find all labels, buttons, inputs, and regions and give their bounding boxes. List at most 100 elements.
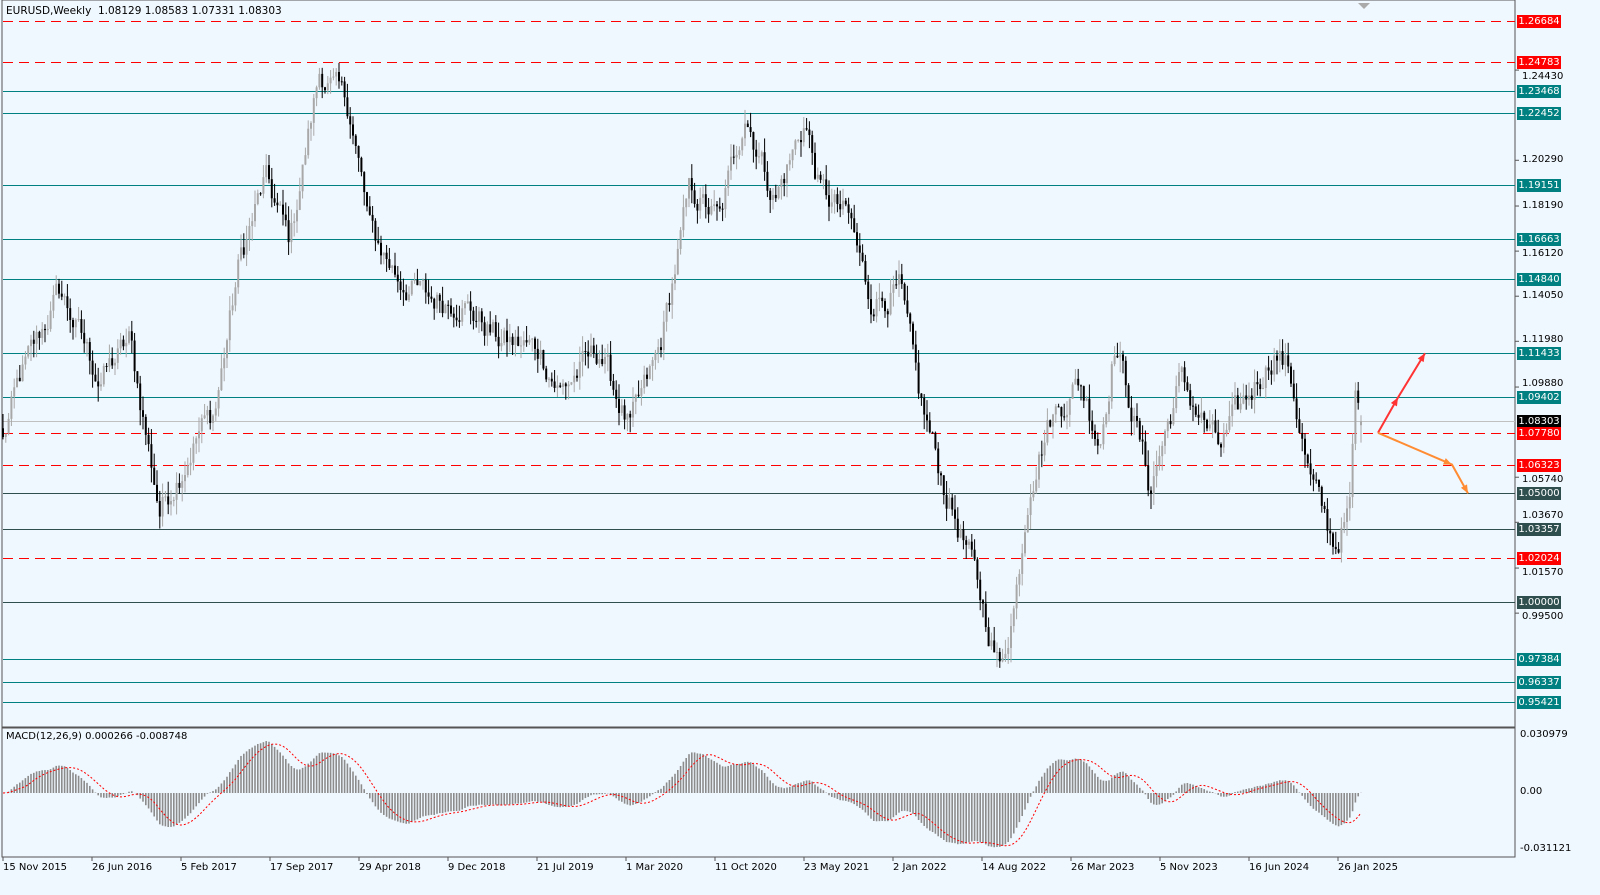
candle-body bbox=[724, 188, 727, 210]
candle-body bbox=[864, 261, 867, 282]
candle-body bbox=[74, 319, 77, 328]
candle-body bbox=[1256, 382, 1259, 385]
candle-body bbox=[469, 301, 472, 311]
candle-body bbox=[844, 200, 847, 205]
candle-body bbox=[917, 362, 920, 394]
candle-body bbox=[276, 202, 279, 206]
candle-body bbox=[987, 627, 990, 647]
candle-body bbox=[671, 283, 674, 305]
bullish-arrow-head-icon bbox=[1390, 397, 1398, 407]
candle-body bbox=[973, 549, 976, 560]
candle-body bbox=[553, 381, 556, 388]
candle-body bbox=[1102, 424, 1105, 445]
candle-body bbox=[564, 383, 567, 387]
candle-body bbox=[133, 340, 136, 372]
candle-body bbox=[184, 475, 186, 482]
candle-body bbox=[212, 415, 214, 424]
candle-body bbox=[1222, 433, 1225, 448]
candle-body bbox=[662, 321, 665, 351]
candle-body bbox=[718, 206, 721, 209]
candle-body bbox=[1094, 430, 1096, 440]
level-label: 1.14840 bbox=[1517, 272, 1561, 286]
candle-body bbox=[114, 362, 116, 366]
candle-body bbox=[433, 298, 436, 309]
candle-body bbox=[1357, 390, 1360, 403]
candle-body bbox=[282, 204, 284, 215]
candle-body bbox=[486, 324, 489, 336]
candle-body bbox=[203, 415, 206, 419]
candle-body bbox=[626, 413, 629, 420]
candle-body bbox=[195, 438, 198, 444]
candle-body bbox=[1105, 414, 1108, 425]
candle-body bbox=[1231, 404, 1234, 417]
candle-body bbox=[97, 381, 100, 387]
candle-body bbox=[665, 303, 668, 322]
candle-body bbox=[1284, 355, 1287, 365]
candle-body bbox=[993, 640, 996, 653]
candle-body bbox=[1040, 454, 1043, 456]
candle-body bbox=[732, 156, 735, 158]
candle-body bbox=[1200, 412, 1203, 418]
candle-body bbox=[1360, 421, 1362, 426]
candle-body bbox=[142, 410, 144, 417]
bearish-arrow-head-icon bbox=[1443, 458, 1452, 465]
candle-body bbox=[668, 303, 671, 305]
macd-tick-label: 0.00 bbox=[1520, 786, 1543, 797]
candle-body bbox=[682, 207, 685, 231]
candle-body bbox=[623, 405, 626, 420]
candle-body bbox=[508, 336, 511, 343]
candle-body bbox=[46, 328, 49, 331]
candle-body bbox=[1208, 424, 1211, 429]
candle-body bbox=[500, 343, 503, 347]
candle-body bbox=[1085, 398, 1088, 401]
candle-body bbox=[1278, 351, 1281, 361]
candle-body bbox=[1004, 653, 1007, 659]
candle-body bbox=[839, 204, 842, 210]
candle-body bbox=[1346, 508, 1348, 523]
candle-body bbox=[122, 339, 125, 347]
date-tick-label: 26 Mar 2023 bbox=[1071, 862, 1135, 873]
candle-body bbox=[298, 191, 301, 210]
candle-body bbox=[1012, 608, 1015, 627]
candle-body bbox=[646, 374, 648, 379]
candle-body bbox=[119, 339, 122, 349]
candle-body bbox=[1194, 406, 1197, 415]
candle-body bbox=[1211, 420, 1214, 425]
level-label: 0.96337 bbox=[1517, 675, 1561, 689]
candle-body bbox=[209, 409, 212, 424]
chart-header: EURUSD,Weekly 1.08129 1.08583 1.07331 1.… bbox=[6, 5, 282, 17]
candle-body bbox=[517, 336, 520, 346]
candle-body bbox=[528, 339, 531, 343]
candle-body bbox=[1096, 439, 1099, 446]
candle-body bbox=[942, 475, 945, 496]
candle-body bbox=[245, 239, 248, 255]
price-tick-label: 1.01570 bbox=[1522, 566, 1564, 578]
candle-body bbox=[312, 98, 315, 123]
candle-body bbox=[1301, 432, 1304, 439]
candle-body bbox=[284, 214, 287, 221]
candle-body bbox=[998, 651, 1001, 662]
candle-body bbox=[606, 354, 609, 357]
candle-body bbox=[413, 279, 416, 281]
candle-body bbox=[847, 204, 850, 213]
candle-body bbox=[536, 348, 539, 359]
candle-body bbox=[251, 221, 254, 227]
candle-body bbox=[926, 414, 928, 421]
candle-body bbox=[329, 77, 332, 84]
candle-body bbox=[772, 194, 774, 200]
candle-body bbox=[1119, 354, 1122, 358]
candle-body bbox=[940, 473, 942, 476]
candle-body bbox=[1091, 420, 1094, 431]
candle-body bbox=[637, 394, 640, 396]
candle-body bbox=[494, 322, 497, 337]
candle-body bbox=[1175, 386, 1178, 409]
date-tick-label: 15 Nov 2015 bbox=[3, 862, 68, 873]
candle-body bbox=[884, 301, 886, 312]
candle-body bbox=[1236, 395, 1239, 410]
candle-body bbox=[1082, 386, 1085, 401]
candle-body bbox=[982, 600, 984, 604]
candle-body bbox=[562, 383, 564, 387]
candle-body bbox=[962, 529, 965, 541]
candle-body bbox=[632, 401, 634, 418]
